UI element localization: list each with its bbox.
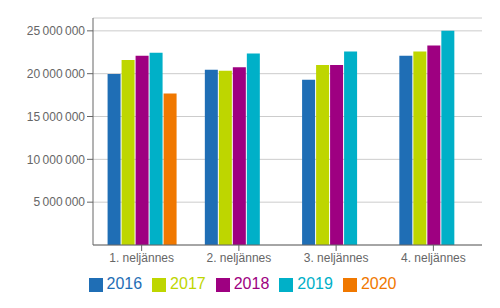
html-text:2020: 2020 — [360, 275, 397, 292]
svg-text:15 000 000: 15 000 000 — [27, 110, 86, 124]
svg-text:1. neljännes: 1. neljännes — [109, 251, 174, 265]
html-text:2019: 2019 — [297, 275, 333, 292]
svg-text:4. neljännes: 4. neljännes — [401, 251, 466, 265]
html-text:2018: 2018 — [233, 275, 270, 292]
html-text:2016: 2016 — [106, 275, 143, 292]
svg-text:10 000 000: 10 000 000 — [27, 153, 86, 167]
svg-text:2. neljännes: 2. neljännes — [207, 251, 272, 265]
html-text:2017: 2017 — [170, 275, 206, 292]
svg-text:5 000 000: 5 000 000 — [33, 195, 85, 209]
svg-text:25 000 000: 25 000 000 — [27, 24, 86, 38]
svg-text:3. neljännes: 3. neljännes — [304, 251, 369, 265]
svg-text:20 000 000: 20 000 000 — [27, 67, 86, 81]
